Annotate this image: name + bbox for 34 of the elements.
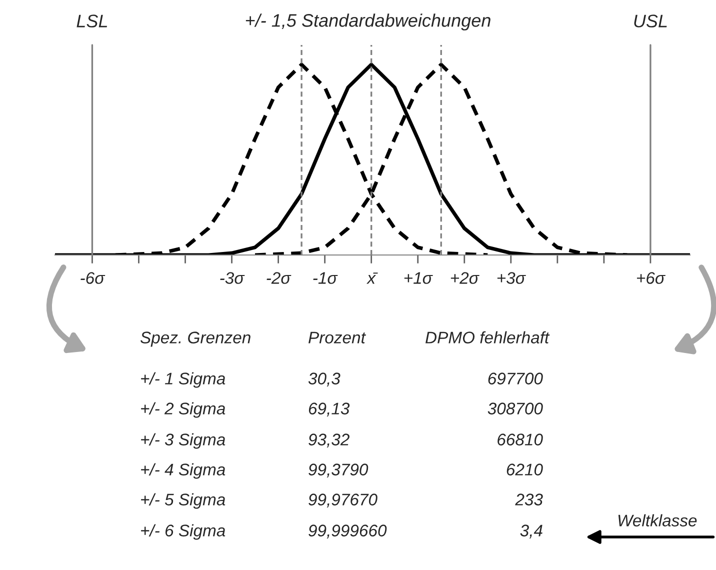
- x-tick-label: -6σ: [80, 272, 106, 284]
- text: 6210: [506, 464, 543, 476]
- ref-line-label: LSL: [76, 14, 108, 28]
- text: 66810: [498, 434, 543, 446]
- text: +/- 5 Sigma: [141, 493, 226, 509]
- text: +/- 3 Sigma: [141, 433, 226, 449]
- text: 308700: [488, 402, 543, 414]
- ref-line-label: USL: [634, 14, 667, 28]
- text: 99,999660: [308, 524, 387, 538]
- text: +/- 4 Sigma: [141, 463, 226, 479]
- x-tick-label: +2σ: [450, 272, 480, 284]
- text: +/- 6 Sigma: [141, 524, 226, 540]
- x-tick-label: +1σ: [404, 272, 433, 284]
- text: +/- 1,5 Standardabweichungen: [246, 14, 490, 30]
- text: Prozent: [308, 332, 366, 344]
- text: 30,3: [308, 372, 340, 386]
- text: Spez. Grenzen: [140, 332, 250, 347]
- text: +/- 1 Sigma: [141, 372, 226, 388]
- text: 3,4: [520, 524, 542, 538]
- x-tick-label: +6σ: [636, 272, 666, 284]
- text: 99,97670: [308, 494, 378, 508]
- text: DPMO fehlerhaft: [426, 331, 550, 344]
- x-tick-label: +3σ: [497, 272, 526, 284]
- text: 697700: [488, 372, 543, 384]
- text: 99,3790: [308, 464, 368, 478]
- text: +/- 2 Sigma: [141, 402, 226, 418]
- text: 69,13: [308, 402, 350, 416]
- x-tick-label: -3σ: [220, 272, 245, 284]
- x-tick-label: -2σ: [266, 272, 292, 284]
- text: 233: [515, 494, 543, 506]
- text: Weltklasse: [618, 514, 697, 526]
- x-tick-label: -1σ: [313, 272, 338, 284]
- text: 93,32: [308, 434, 350, 448]
- x-tick-label: x̄: [366, 272, 378, 284]
